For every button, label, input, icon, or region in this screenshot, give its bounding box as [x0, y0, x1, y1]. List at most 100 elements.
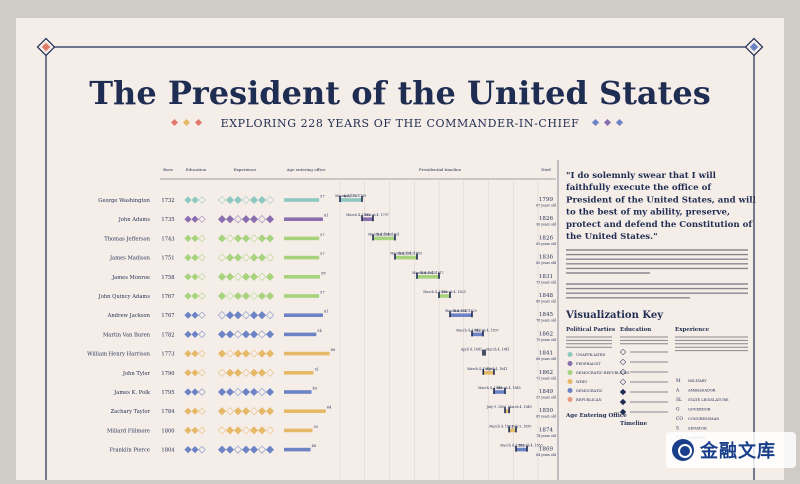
education-diamond — [184, 273, 192, 281]
education-diamond — [191, 234, 199, 243]
experience-diamond — [217, 368, 227, 377]
term-start-label: March 4, 1837 — [475, 328, 499, 332]
education-diamond — [184, 292, 192, 300]
experience-diamond — [257, 234, 267, 243]
watermark: 金融文库 — [666, 432, 796, 468]
education-diamond — [198, 234, 206, 243]
experience-diamond — [265, 407, 275, 416]
poster-subtitle: EXPLORING 228 YEARS OF THE COMMANDER-IN-… — [221, 117, 580, 130]
died-year: 1849 — [539, 389, 554, 395]
died-year: 1874 — [539, 427, 554, 433]
experience-diamond — [225, 215, 235, 224]
term-end-tick — [372, 215, 374, 222]
experience-label: GOVERNOR — [688, 408, 711, 412]
experience-diamond — [241, 272, 251, 281]
education-diamond — [191, 388, 199, 396]
experience-diamond — [265, 387, 275, 397]
education-diamond — [184, 330, 192, 339]
term-bar — [450, 313, 472, 317]
age-bar — [284, 275, 321, 279]
term-end-label: April 4, 1841 — [460, 348, 482, 352]
term-start-label: April 4, 1841 — [485, 367, 507, 371]
president-name: Zachary Taylor — [111, 409, 151, 415]
died-age: 90 years old — [536, 223, 556, 227]
age-bar — [284, 447, 311, 452]
experience-diamond — [225, 426, 235, 435]
experience-diamond — [233, 387, 243, 397]
education-diamond — [198, 388, 206, 396]
term-bar — [395, 255, 417, 260]
president-row: Thomas Jefferson 1743 57 March 4, 1801March… — [104, 232, 556, 246]
experience-diamond — [257, 195, 267, 205]
experience-diamond — [241, 195, 251, 205]
term-end-label: March 4, 1797 — [335, 194, 359, 198]
term-end-label: July 9, 1850 — [486, 405, 506, 409]
corner-ornament-right — [744, 37, 764, 57]
experience-diamond — [217, 253, 227, 262]
term-end-tick — [493, 368, 495, 375]
born-year: 1784 — [161, 409, 175, 415]
experience-code: M — [676, 379, 681, 384]
oath-quote-text: "I do solemnly swear that I will faithful… — [566, 171, 757, 242]
experience-diamond — [233, 291, 243, 301]
experience-diamond — [265, 311, 275, 320]
education-key-marker — [619, 358, 627, 366]
term-start-tick — [416, 272, 418, 279]
education-diamond — [191, 311, 199, 319]
header-experience: Experience — [234, 167, 257, 172]
experience-diamond — [241, 215, 251, 224]
education-diamond — [184, 234, 192, 243]
header-education: Education — [186, 167, 207, 172]
key-age-heading: Age Entering Office — [565, 413, 627, 419]
died-year: 1831 — [539, 274, 553, 280]
education-diamond — [191, 196, 199, 204]
died-age: 67 years old — [536, 204, 556, 208]
president-name: William Henry Harrison — [87, 352, 151, 358]
age-label: 49 — [313, 387, 317, 391]
term-start-label: March 4, 1845 — [497, 386, 521, 390]
education-diamond — [191, 253, 199, 262]
experience-diamond — [233, 445, 243, 454]
party-label: UNAFFILIATED — [576, 353, 605, 357]
age-bar — [284, 198, 320, 202]
education-diamond — [184, 407, 192, 415]
president-name: James Madison — [109, 256, 151, 262]
experience-diamond — [217, 195, 227, 205]
term-start-tick — [482, 349, 484, 356]
died-year: 1869 — [539, 447, 554, 453]
died-age: 78 years old — [536, 319, 556, 323]
age-bar — [284, 428, 313, 433]
died-year: 1862 — [539, 370, 554, 376]
experience-diamond — [257, 311, 267, 320]
education-diamond — [184, 426, 192, 435]
term-bar — [505, 409, 510, 413]
experience-diamond — [257, 387, 267, 397]
education-diamond — [184, 388, 192, 396]
experience-diamond — [233, 272, 243, 281]
age-bar — [284, 255, 320, 260]
key-parties-list: UNAFFILIATED FEDERALIST DEMOCRATIC-REPUBLI… — [566, 336, 629, 402]
party-swatch — [567, 397, 573, 402]
header-born: Born — [163, 167, 173, 172]
experience-diamond — [225, 272, 235, 281]
term-end-tick — [526, 445, 528, 452]
born-year: 1767 — [161, 294, 174, 300]
born-year: 1795 — [161, 390, 174, 396]
term-start-label: March 4, 1825 — [442, 290, 466, 294]
experience-diamond — [249, 407, 259, 416]
experience-code: CO — [676, 417, 683, 422]
term-start-label: March 4, 1797 — [365, 213, 389, 217]
education-diamond — [184, 349, 192, 358]
experience-diamond — [241, 426, 251, 435]
education-key-marker — [619, 398, 627, 406]
party-label: WHIG — [576, 380, 587, 384]
experience-code: A — [675, 389, 680, 394]
experience-diamond — [257, 426, 267, 435]
born-year: 1767 — [161, 313, 174, 319]
education-diamond — [198, 369, 206, 377]
experience-diamond — [225, 253, 235, 262]
party-swatch — [567, 352, 573, 357]
